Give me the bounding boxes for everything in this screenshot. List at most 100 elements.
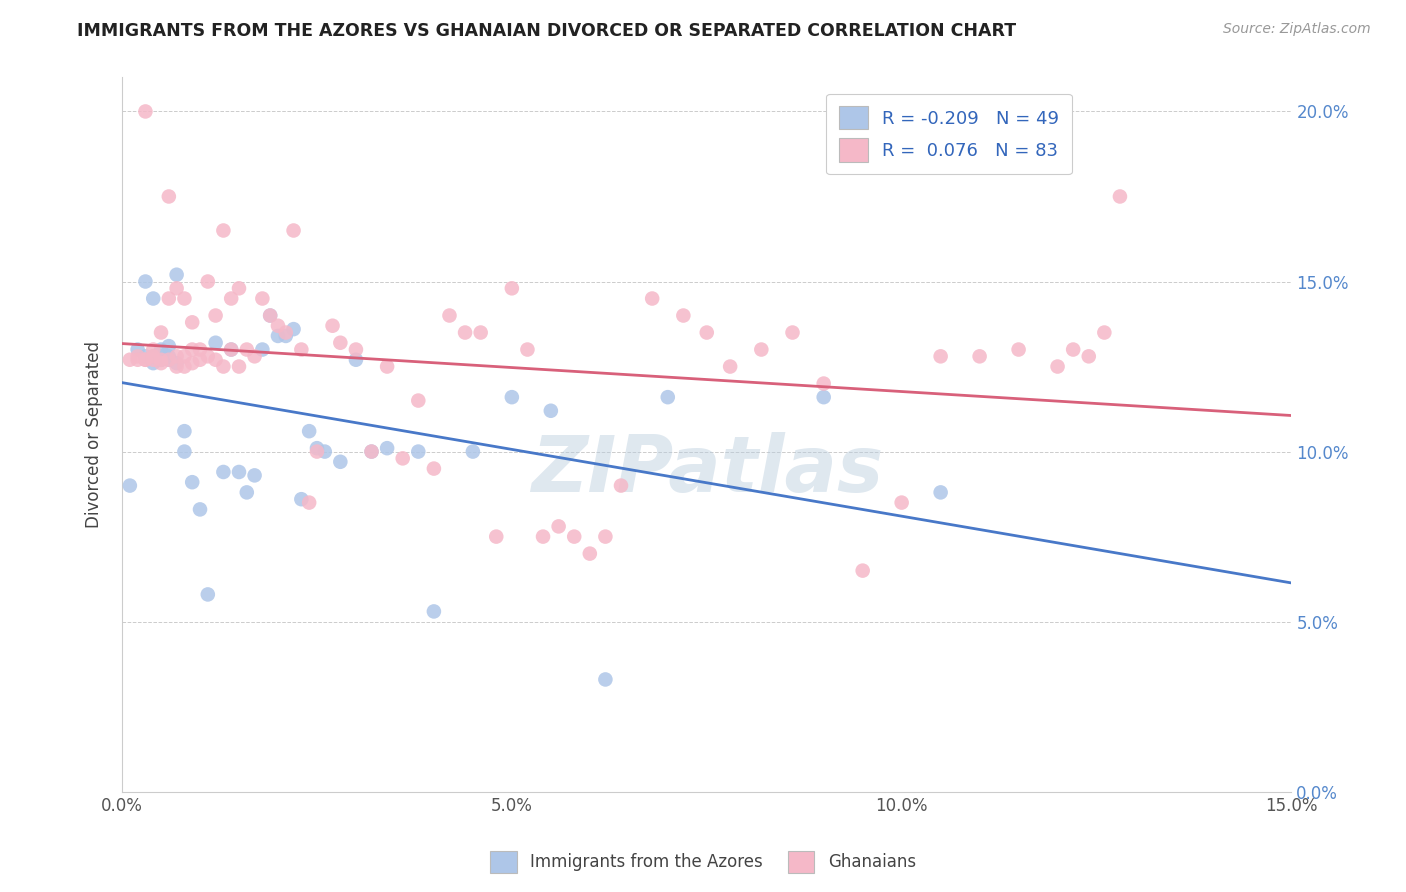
Point: [236, 343, 259, 357]
Point: [562, 530, 585, 544]
Point: [259, 309, 281, 323]
Point: [236, 485, 259, 500]
Point: [852, 564, 875, 578]
Point: [127, 349, 149, 363]
Point: [749, 343, 772, 357]
Point: [243, 349, 266, 363]
Point: [782, 326, 804, 340]
Point: [423, 604, 446, 618]
Point: [212, 223, 235, 237]
Point: [173, 359, 195, 374]
Point: [157, 349, 180, 363]
Point: [274, 326, 297, 340]
Point: [360, 444, 382, 458]
Point: [127, 343, 149, 357]
Point: [929, 485, 952, 500]
Point: [157, 352, 180, 367]
Point: [150, 326, 173, 340]
Point: [531, 530, 554, 544]
Point: [188, 502, 211, 516]
Legend: R = -0.209   N = 49, R =  0.076   N = 83: R = -0.209 N = 49, R = 0.076 N = 83: [827, 94, 1071, 174]
Point: [150, 352, 173, 367]
Point: [610, 478, 633, 492]
Point: [290, 343, 312, 357]
Point: [157, 189, 180, 203]
Point: [375, 441, 398, 455]
Point: [197, 349, 219, 363]
Point: [166, 281, 188, 295]
Point: [134, 104, 156, 119]
Point: [188, 343, 211, 357]
Point: [150, 356, 173, 370]
Point: [243, 468, 266, 483]
Point: [166, 356, 188, 370]
Text: ZIPatlas: ZIPatlas: [530, 433, 883, 508]
Text: IMMIGRANTS FROM THE AZORES VS GHANAIAN DIVORCED OR SEPARATED CORRELATION CHART: IMMIGRANTS FROM THE AZORES VS GHANAIAN D…: [77, 22, 1017, 40]
Point: [173, 292, 195, 306]
Point: [813, 390, 835, 404]
Point: [219, 292, 242, 306]
Point: [142, 352, 165, 367]
Point: [166, 268, 188, 282]
Point: [929, 349, 952, 363]
Point: [375, 359, 398, 374]
Point: [672, 309, 695, 323]
Point: [127, 352, 149, 367]
Point: [181, 356, 204, 370]
Point: [274, 329, 297, 343]
Text: Source: ZipAtlas.com: Source: ZipAtlas.com: [1223, 22, 1371, 37]
Point: [408, 444, 430, 458]
Point: [461, 444, 484, 458]
Point: [212, 359, 235, 374]
Point: [252, 292, 274, 306]
Point: [252, 343, 274, 357]
Point: [219, 343, 242, 357]
Y-axis label: Divorced or Separated: Divorced or Separated: [86, 341, 103, 528]
Point: [485, 530, 508, 544]
Point: [134, 349, 156, 363]
Point: [118, 478, 141, 492]
Point: [181, 343, 204, 357]
Point: [360, 444, 382, 458]
Point: [1007, 343, 1029, 357]
Point: [283, 322, 305, 336]
Point: [1046, 359, 1069, 374]
Point: [181, 475, 204, 490]
Point: [150, 349, 173, 363]
Point: [173, 444, 195, 458]
Point: [228, 465, 250, 479]
Point: [118, 352, 141, 367]
Point: [166, 359, 188, 374]
Point: [408, 393, 430, 408]
Point: [329, 335, 352, 350]
Point: [219, 343, 242, 357]
Point: [657, 390, 679, 404]
Point: [134, 352, 156, 367]
Point: [166, 349, 188, 363]
Point: [290, 492, 312, 507]
Point: [267, 329, 290, 343]
Point: [173, 349, 195, 363]
Point: [157, 292, 180, 306]
Point: [322, 318, 344, 333]
Point: [314, 444, 336, 458]
Point: [298, 495, 321, 509]
Point: [283, 223, 305, 237]
Point: [1109, 189, 1132, 203]
Point: [142, 349, 165, 363]
Point: [157, 352, 180, 367]
Point: [228, 359, 250, 374]
Point: [298, 424, 321, 438]
Point: [344, 352, 367, 367]
Point: [641, 292, 664, 306]
Point: [204, 335, 226, 350]
Legend: Immigrants from the Azores, Ghanaians: Immigrants from the Azores, Ghanaians: [484, 845, 922, 880]
Point: [134, 275, 156, 289]
Point: [267, 318, 290, 333]
Point: [595, 530, 617, 544]
Point: [501, 281, 523, 295]
Point: [142, 349, 165, 363]
Point: [173, 424, 195, 438]
Point: [516, 343, 538, 357]
Point: [813, 376, 835, 391]
